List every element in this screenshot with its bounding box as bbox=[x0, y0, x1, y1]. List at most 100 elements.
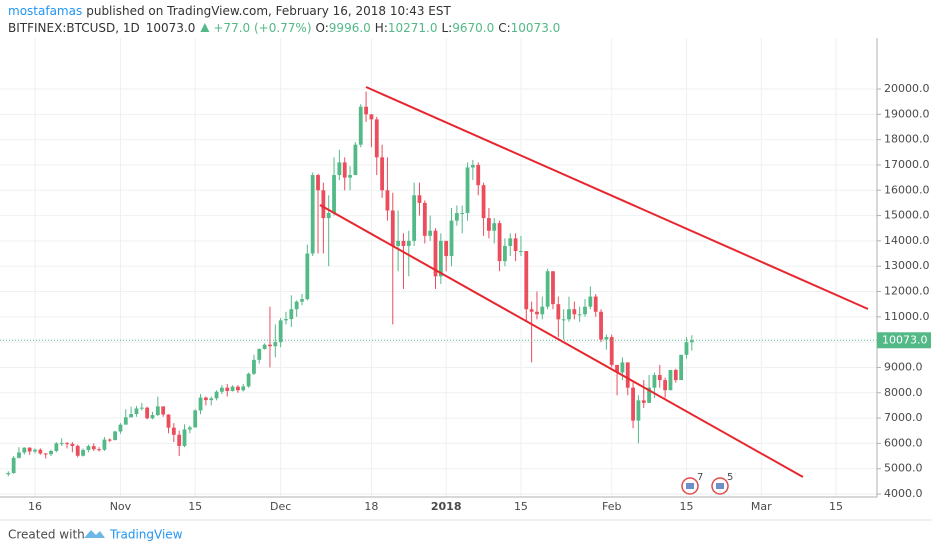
candle-body bbox=[262, 344, 267, 349]
last-price-box bbox=[877, 332, 931, 349]
candle-body bbox=[545, 271, 550, 307]
y-tick-label: 20000.0 bbox=[884, 82, 930, 95]
candle-body bbox=[97, 449, 101, 451]
candle-body bbox=[460, 213, 465, 215]
candle-body bbox=[663, 380, 668, 391]
candle-body bbox=[273, 342, 278, 347]
candle-body bbox=[198, 397, 203, 411]
candle-body bbox=[497, 223, 502, 262]
candle-body bbox=[220, 387, 224, 392]
x-tick-label: 18 bbox=[364, 500, 378, 513]
footer-brand[interactable]: TradingView bbox=[109, 528, 183, 542]
candle-body bbox=[348, 175, 352, 178]
candle-body bbox=[177, 434, 182, 446]
candle-body bbox=[65, 443, 69, 445]
y-tick-label: 9000.0 bbox=[884, 360, 923, 373]
c-value: 10073.0 bbox=[511, 21, 561, 35]
candle-body bbox=[11, 457, 16, 473]
candle-body bbox=[241, 386, 246, 391]
candle-body bbox=[625, 362, 630, 388]
candle-body bbox=[316, 175, 320, 191]
y-tick-label: 7000.0 bbox=[884, 411, 923, 424]
candle-body bbox=[187, 427, 192, 430]
candle-body bbox=[166, 414, 171, 428]
candle-body bbox=[358, 106, 363, 145]
candle-body bbox=[182, 429, 187, 446]
candle-body bbox=[294, 301, 299, 310]
candle-body bbox=[59, 443, 64, 445]
y-tick-label: 14000.0 bbox=[884, 234, 930, 247]
candle-body bbox=[27, 447, 32, 452]
candle-body bbox=[631, 387, 635, 421]
candle-body bbox=[567, 309, 571, 320]
candle-body bbox=[679, 354, 684, 381]
candle-body bbox=[300, 299, 304, 302]
candle-body bbox=[524, 251, 529, 310]
candle-body bbox=[284, 319, 288, 321]
o-value: 9996.0 bbox=[329, 21, 371, 35]
candle-body bbox=[326, 213, 331, 219]
candle-body bbox=[113, 431, 117, 441]
candle-body bbox=[38, 449, 43, 454]
logo[interactable] bbox=[84, 530, 105, 538]
candle-body bbox=[6, 472, 11, 475]
candle-body bbox=[203, 397, 208, 401]
candle-body bbox=[380, 157, 384, 191]
candle-body bbox=[551, 271, 555, 305]
x-tick-label: 15 bbox=[188, 500, 202, 513]
x-tick-label: 16 bbox=[28, 500, 42, 513]
candle-body bbox=[22, 447, 27, 453]
candle-body bbox=[193, 410, 198, 428]
candle-body bbox=[641, 400, 646, 403]
candle-body bbox=[561, 319, 566, 321]
candle-body bbox=[70, 443, 75, 446]
candle-body bbox=[289, 309, 294, 320]
candle-body bbox=[438, 240, 443, 277]
candle-body bbox=[577, 314, 582, 316]
trend-line bbox=[319, 204, 804, 478]
candle-body bbox=[230, 386, 235, 391]
candle-body bbox=[465, 167, 470, 214]
candle-body bbox=[134, 408, 139, 415]
candle-body bbox=[374, 119, 379, 158]
candle-body bbox=[572, 309, 577, 315]
axis-labels: 4000.05000.06000.07000.08000.09000.01000… bbox=[28, 82, 931, 513]
candle-body bbox=[252, 359, 256, 374]
candle-body bbox=[81, 449, 85, 456]
candle-body bbox=[33, 449, 37, 452]
candle-body bbox=[668, 369, 673, 391]
candle-body bbox=[171, 427, 176, 435]
candle-body bbox=[396, 240, 401, 246]
candle-body bbox=[155, 406, 160, 416]
candle-body bbox=[332, 175, 336, 214]
candle-body bbox=[449, 220, 454, 257]
candle-body bbox=[369, 114, 374, 120]
candle-body bbox=[513, 238, 518, 251]
candle-body bbox=[503, 245, 507, 262]
candle-body bbox=[236, 386, 240, 391]
h-label: H: bbox=[375, 21, 388, 35]
candle-body bbox=[689, 340, 694, 343]
candle-body bbox=[353, 144, 358, 176]
candle-body bbox=[17, 452, 21, 458]
h-value: 10271.0 bbox=[388, 21, 438, 35]
event-flag bbox=[716, 483, 724, 489]
candle-body bbox=[364, 106, 368, 115]
candle-body bbox=[246, 373, 251, 387]
candle-body bbox=[305, 253, 310, 300]
y-tick-label: 13000.0 bbox=[884, 259, 930, 272]
candle-body bbox=[145, 407, 150, 419]
x-tick-label: Feb bbox=[602, 500, 621, 513]
y-tick-label: 16000.0 bbox=[884, 183, 930, 196]
candle-body bbox=[657, 375, 662, 381]
y-tick-label: 18000.0 bbox=[884, 133, 930, 146]
candle-body bbox=[508, 238, 513, 246]
candle-body bbox=[470, 164, 475, 168]
candle-body bbox=[412, 195, 417, 241]
candle-body bbox=[481, 185, 486, 219]
candle-body bbox=[609, 337, 614, 365]
event-count: 7 bbox=[697, 472, 703, 483]
candle-body bbox=[75, 445, 80, 456]
